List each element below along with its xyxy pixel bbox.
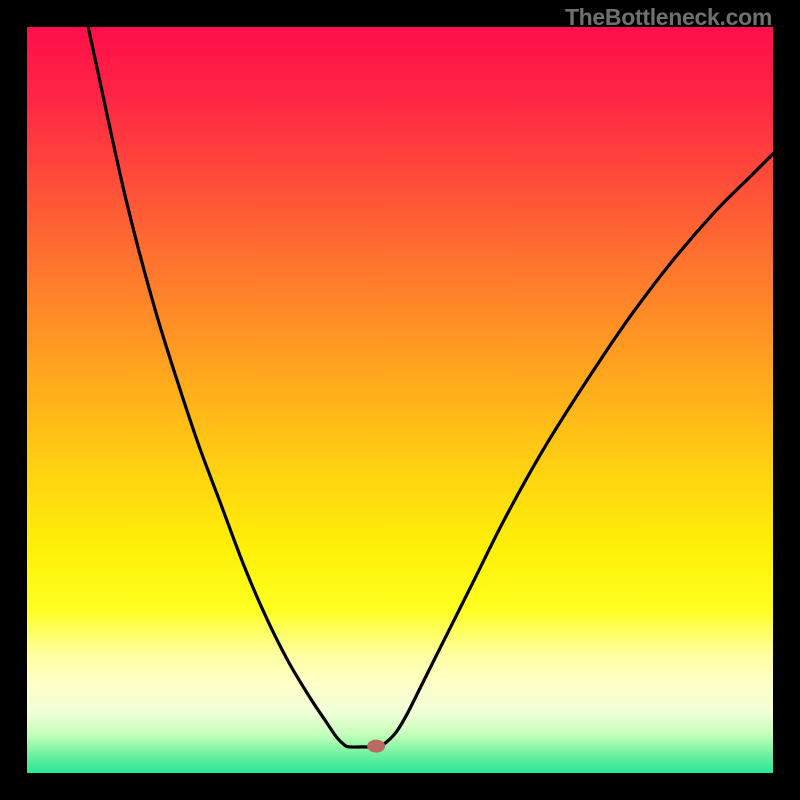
watermark-text: TheBottleneck.com <box>565 4 772 31</box>
chart-svg <box>0 0 800 800</box>
bottleneck-chart: TheBottleneck.com <box>0 0 800 800</box>
optimal-marker <box>367 740 385 753</box>
plot-background <box>27 27 773 773</box>
